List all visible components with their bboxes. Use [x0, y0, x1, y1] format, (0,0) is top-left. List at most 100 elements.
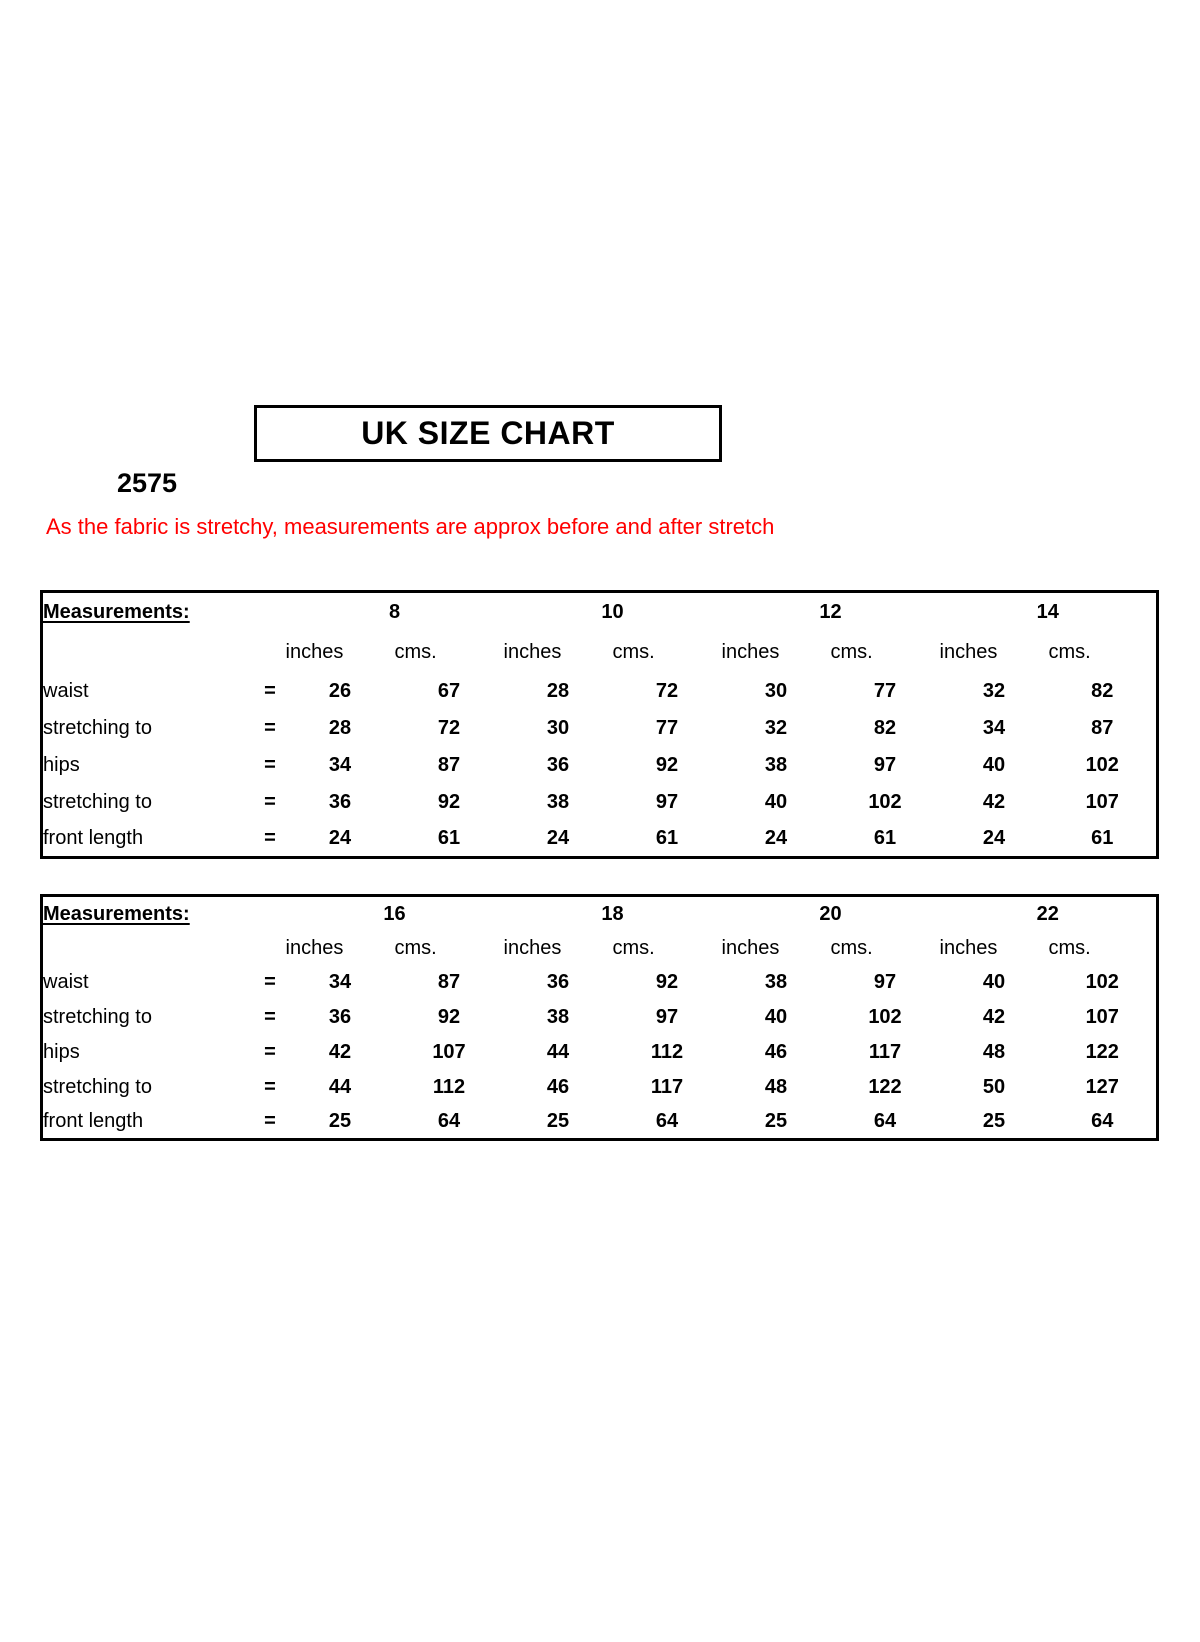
unit-header: inches [285, 641, 344, 663]
value-cell: 32 [982, 679, 1006, 702]
size-header: 18 [601, 902, 624, 925]
unit-header: inches [939, 936, 998, 959]
value-cell: 32 [764, 716, 788, 739]
value-cell: 26 [328, 679, 352, 702]
style-number: 2575 [117, 468, 178, 498]
unit-header: cms. [1048, 641, 1091, 663]
equals-sign: = [264, 1005, 276, 1028]
size-table-8-14: Measurements: 8 10 12 14 inches cms. inches cms.… [40, 590, 1159, 859]
size-chart-table: Measurements: 16 18 20 22 inches cms. inches cms… [40, 894, 1159, 1141]
page-title: UK SIZE CHART [361, 415, 615, 451]
value-cell: 40 [982, 753, 1006, 776]
unit-header: inches [503, 936, 562, 959]
subheader-spacer-cell [42, 932, 255, 965]
value-cell: 24 [328, 826, 352, 849]
value-cell: 48 [764, 1075, 788, 1098]
row-label: stretching to [43, 790, 152, 813]
size-header: 16 [383, 902, 406, 925]
value-cell: 61 [873, 826, 897, 849]
unit-header: inches [939, 641, 998, 663]
value-cell: 112 [650, 1040, 684, 1063]
value-cell: 44 [546, 1040, 570, 1063]
value-cell: 42 [982, 790, 1006, 813]
value-cell: 82 [1091, 679, 1114, 702]
value-cell: 25 [328, 1109, 352, 1132]
unit-header: cms. [830, 641, 873, 663]
value-cell: 36 [546, 970, 570, 993]
equals-sign: = [264, 1040, 276, 1063]
value-cell: 36 [546, 753, 570, 776]
value-cell: 92 [655, 970, 679, 993]
value-cell: 92 [437, 790, 461, 813]
unit-header: cms. [830, 936, 873, 959]
unit-header: inches [721, 936, 780, 959]
row-label: waist [43, 679, 89, 702]
value-cell: 97 [873, 970, 897, 993]
unit-header: inches [721, 641, 780, 663]
value-cell: 34 [328, 753, 352, 776]
value-cell: 42 [328, 1040, 352, 1063]
row-label: front length [43, 826, 144, 849]
row-label: stretching to [43, 1005, 152, 1028]
value-cell: 38 [764, 970, 788, 993]
value-cell: 61 [655, 826, 679, 849]
value-cell: 64 [873, 1109, 897, 1132]
subheader-spacer-cell [255, 932, 286, 965]
value-cell: 107 [432, 1040, 466, 1063]
value-cell: 46 [546, 1075, 570, 1098]
unit-header: cms. [394, 936, 437, 959]
equals-sign: = [264, 790, 276, 813]
value-cell: 97 [873, 753, 897, 776]
value-cell: 50 [982, 1075, 1006, 1098]
value-cell: 61 [437, 826, 461, 849]
measurements-header: Measurements: [43, 601, 190, 624]
value-cell: 25 [546, 1109, 570, 1132]
value-cell: 34 [328, 970, 352, 993]
value-cell: 40 [764, 790, 788, 813]
value-cell: 102 [1085, 970, 1119, 993]
value-cell: 72 [655, 679, 679, 702]
value-cell: 25 [764, 1109, 788, 1132]
value-cell: 97 [655, 790, 679, 813]
header-spacer-cell [255, 592, 286, 673]
size-header: 8 [388, 601, 401, 624]
value-cell: 25 [982, 1109, 1006, 1132]
value-cell: 64 [655, 1109, 679, 1132]
title-box: UK SIZE CHART [254, 405, 722, 462]
unit-header: cms. [394, 641, 437, 663]
unit-header: inches [503, 641, 562, 663]
value-cell: 40 [764, 1005, 788, 1028]
value-cell: 77 [873, 679, 897, 702]
value-cell: 42 [982, 1005, 1006, 1028]
row-label: waist [43, 970, 89, 993]
size-chart-table: Measurements: 8 10 12 14 inches cms. inches cms.… [40, 590, 1159, 859]
value-cell: 61 [1091, 826, 1114, 849]
row-label: front length [43, 1109, 144, 1132]
size-table-16-22: Measurements: 16 18 20 22 inches cms. inches cms… [40, 894, 1159, 1141]
value-cell: 82 [873, 716, 897, 739]
value-cell: 107 [1085, 1005, 1119, 1028]
subheader-spacer-cell [42, 633, 255, 673]
value-cell: 36 [328, 1005, 352, 1028]
value-cell: 92 [655, 753, 679, 776]
size-header: 20 [819, 902, 842, 925]
value-cell: 92 [437, 1005, 461, 1028]
value-cell: 46 [764, 1040, 788, 1063]
value-cell: 122 [868, 1075, 902, 1098]
value-cell: 44 [328, 1075, 352, 1098]
size-header: 10 [601, 601, 624, 624]
value-cell: 97 [655, 1005, 679, 1028]
value-cell: 72 [437, 716, 461, 739]
row-label: hips [43, 1040, 80, 1063]
value-cell: 24 [764, 826, 788, 849]
value-cell: 24 [982, 826, 1006, 849]
value-cell: 28 [328, 716, 352, 739]
value-cell: 24 [546, 826, 570, 849]
measurements-header: Measurements: [43, 902, 190, 925]
value-cell: 112 [432, 1075, 466, 1098]
size-header: 12 [819, 601, 842, 624]
value-cell: 122 [1085, 1040, 1119, 1063]
equals-sign: = [264, 1075, 276, 1098]
row-label: stretching to [43, 1075, 152, 1098]
